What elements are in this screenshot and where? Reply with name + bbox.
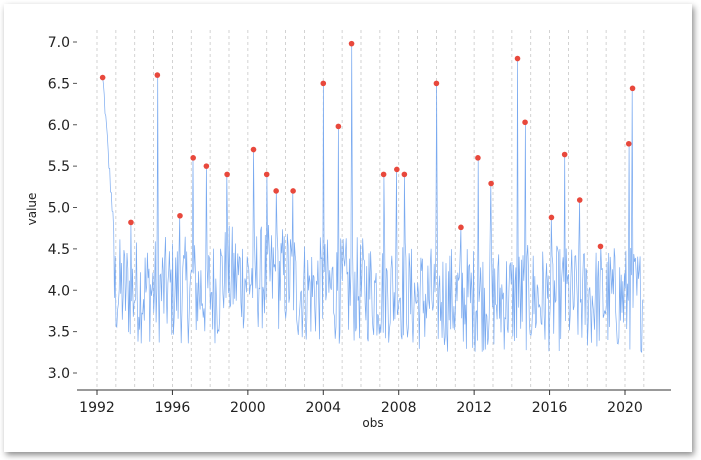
series-layer — [102, 43, 644, 354]
y-tick-label: 7.0 — [48, 35, 70, 51]
peak-marker — [190, 155, 196, 161]
peak-marker — [576, 197, 583, 203]
y-tick-label: 4.0 — [48, 283, 70, 299]
y-tick-label: 5.0 — [48, 201, 70, 217]
grid-lines — [96, 30, 645, 388]
peak-marker — [433, 80, 440, 87]
peak-marker — [629, 85, 636, 92]
x-tick-label: 1992 — [79, 400, 115, 416]
peak-marker — [335, 123, 342, 130]
y-tick-label: 6.0 — [48, 118, 70, 134]
x-tick-labels: 1992 1996 2000 2004 2008 2012 2016 2020 — [79, 390, 643, 416]
peak-marker — [522, 119, 528, 126]
y-tick-label: 4.5 — [48, 242, 70, 258]
highlight-markers — [99, 40, 636, 250]
peak-marker — [548, 214, 555, 221]
x-tick-label: 2008 — [381, 400, 417, 416]
peak-marker — [625, 140, 632, 147]
peak-marker — [348, 40, 355, 47]
x-tick-label: 2012 — [456, 400, 492, 416]
y-tick-label: 3.5 — [48, 325, 70, 341]
x-axis-label: obs — [362, 416, 383, 430]
peak-marker — [514, 55, 521, 62]
x-tick-label: 1996 — [155, 400, 191, 416]
peak-marker — [380, 171, 387, 178]
series-line — [102, 43, 644, 354]
peak-marker — [394, 166, 400, 173]
peak-marker — [224, 171, 230, 178]
peak-marker — [597, 243, 604, 250]
chart-card — [4, 4, 692, 452]
x-tick-label: 2004 — [305, 400, 341, 416]
y-tick-label: 3.0 — [48, 366, 70, 382]
peak-marker — [401, 171, 408, 178]
peak-marker — [290, 188, 296, 194]
y-tick-label: 6.5 — [48, 76, 70, 92]
peak-marker — [250, 146, 257, 153]
peak-marker — [99, 74, 106, 81]
peak-marker — [203, 163, 210, 169]
peak-marker — [475, 155, 481, 161]
peak-marker — [128, 219, 134, 226]
x-tick-label: 2000 — [230, 400, 266, 416]
peak-marker — [154, 72, 161, 78]
x-tick-label: 2016 — [532, 400, 568, 416]
y-tick-labels: 3.0 3.5 4.0 4.5 5.0 5.5 6.0 6.5 7.0 — [48, 35, 77, 382]
y-axis-label: value — [25, 193, 39, 226]
x-tick-label: 2020 — [607, 400, 643, 416]
peak-marker — [177, 212, 183, 219]
peak-marker — [458, 224, 464, 231]
y-tick-label: 5.5 — [48, 159, 70, 175]
peak-marker — [263, 171, 270, 178]
peak-marker — [488, 180, 494, 187]
peak-marker — [561, 151, 568, 158]
peak-marker — [273, 188, 279, 194]
peak-marker — [320, 80, 327, 87]
